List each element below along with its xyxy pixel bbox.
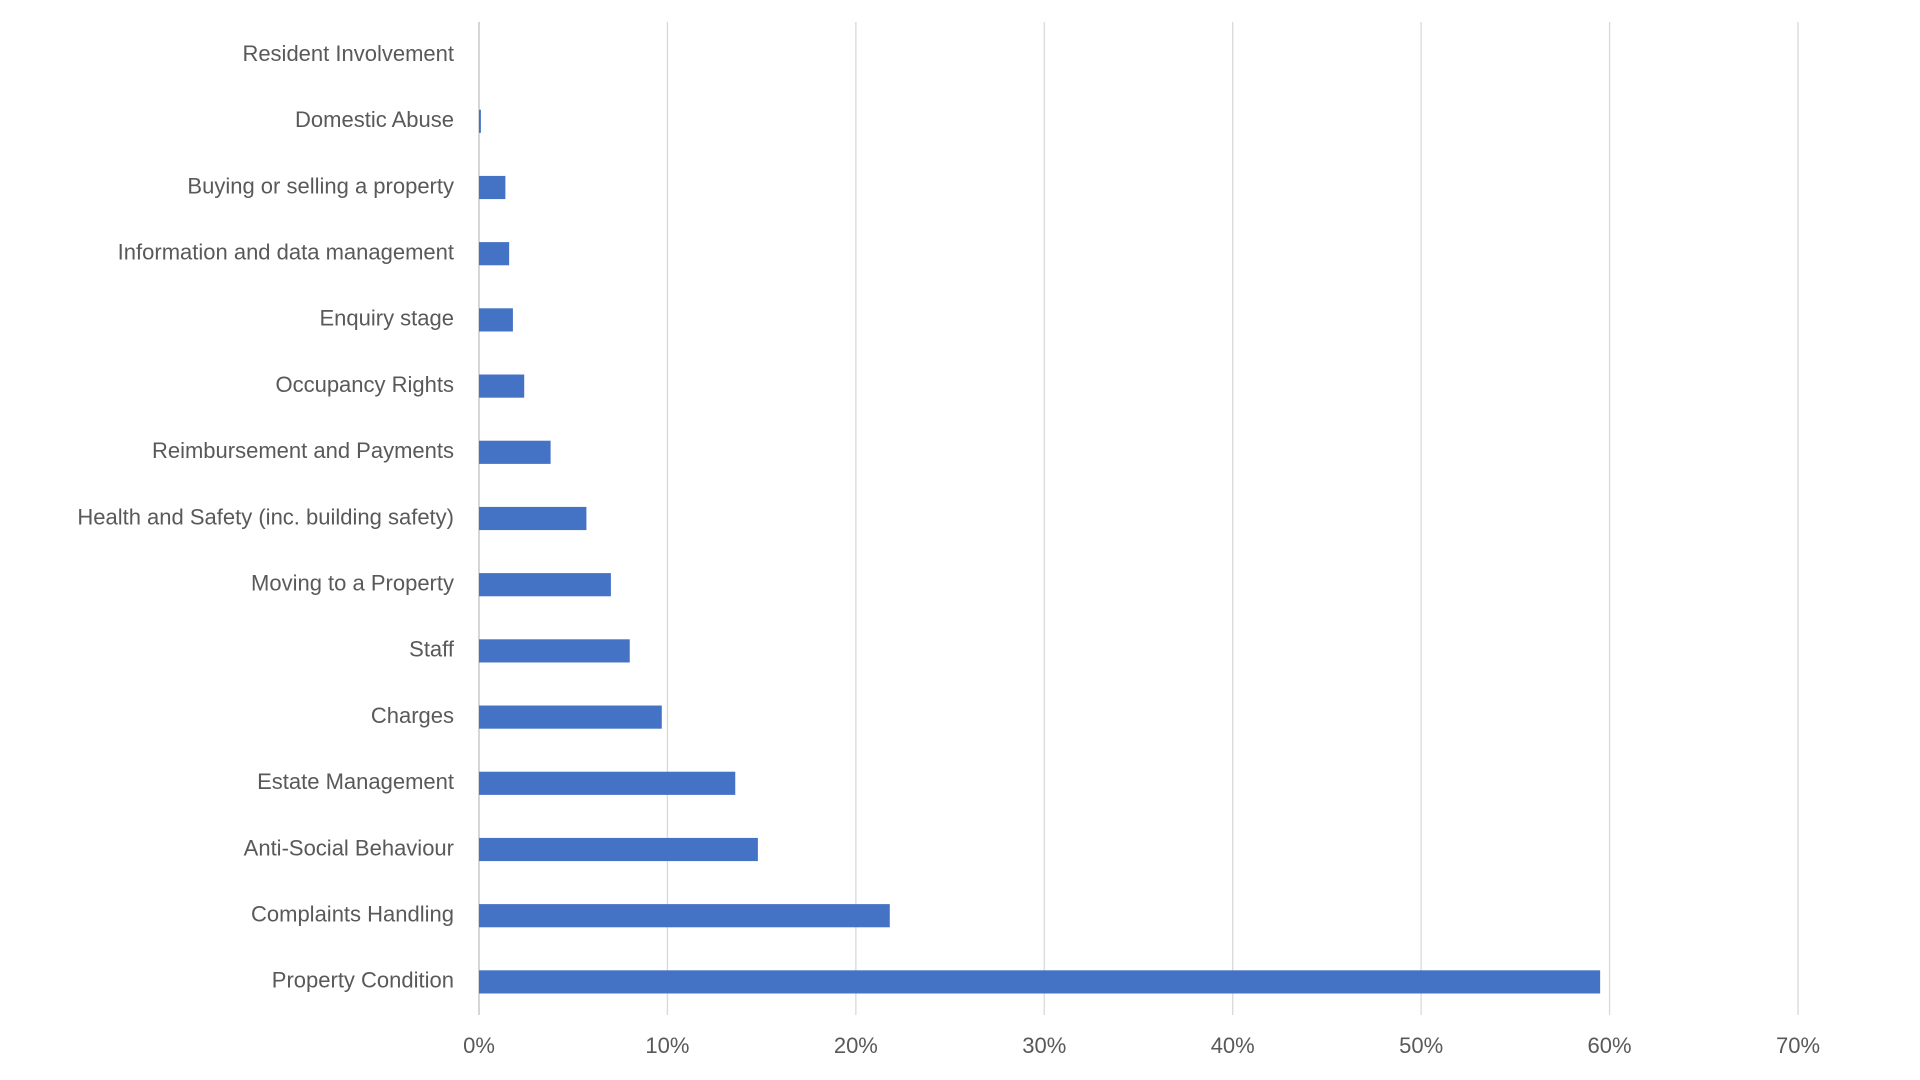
bar: [479, 374, 525, 398]
x-tick-label: 30%: [1022, 1033, 1066, 1058]
bar: [479, 506, 587, 531]
x-tick-label: 40%: [1211, 1033, 1255, 1058]
x-tick-label: 50%: [1399, 1033, 1443, 1058]
x-tick-label: 10%: [645, 1033, 689, 1058]
y-tick-label: Health and Safety (inc. building safety): [77, 504, 454, 529]
y-tick-label: Estate Management: [257, 769, 454, 794]
x-tick-label: 60%: [1588, 1033, 1632, 1058]
y-tick-label: Information and data management: [118, 240, 454, 265]
y-tick-label: Reimbursement and Payments: [152, 438, 454, 463]
y-tick-label: Enquiry stage: [319, 306, 454, 331]
bar: [479, 639, 630, 663]
bar: [479, 175, 506, 200]
bar: [479, 970, 1601, 994]
y-tick-label: Resident Involvement: [242, 41, 454, 66]
y-tick-label: Charges: [371, 703, 454, 728]
y-tick-label: Moving to a Property: [251, 571, 454, 596]
bar: [479, 705, 662, 729]
bar: [479, 242, 510, 266]
y-tick-label: Anti-Social Behaviour: [244, 835, 454, 860]
y-tick-label: Occupancy Rights: [275, 372, 454, 397]
y-tick-label: Domestic Abuse: [295, 107, 454, 132]
bar: [479, 440, 551, 464]
x-tick-label: 0%: [463, 1033, 495, 1058]
y-tick-label: Staff: [409, 637, 455, 662]
y-tick-label: Buying or selling a property: [187, 173, 454, 198]
y-tick-label: Complaints Handling: [251, 902, 454, 927]
bar: [479, 771, 736, 795]
bar: [479, 308, 513, 332]
bar: [479, 837, 758, 862]
bar: [479, 573, 611, 597]
y-tick-label: Property Condition: [272, 968, 454, 993]
bar: [479, 109, 481, 133]
x-tick-label: 20%: [834, 1033, 878, 1058]
bar: [479, 904, 890, 928]
x-tick-label: 70%: [1776, 1033, 1820, 1058]
